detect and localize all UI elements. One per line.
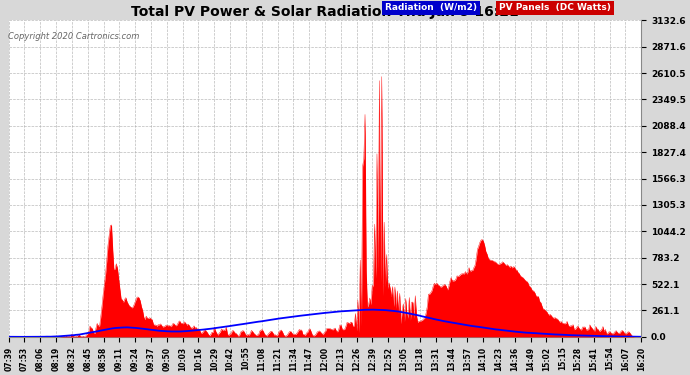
Text: Copyright 2020 Cartronics.com: Copyright 2020 Cartronics.com <box>8 32 139 41</box>
Text: Radiation  (W/m2): Radiation (W/m2) <box>385 3 477 12</box>
Title: Total PV Power & Solar Radiation Thu Jan 9 16:21: Total PV Power & Solar Radiation Thu Jan… <box>131 5 519 19</box>
Text: PV Panels  (DC Watts): PV Panels (DC Watts) <box>499 3 611 12</box>
